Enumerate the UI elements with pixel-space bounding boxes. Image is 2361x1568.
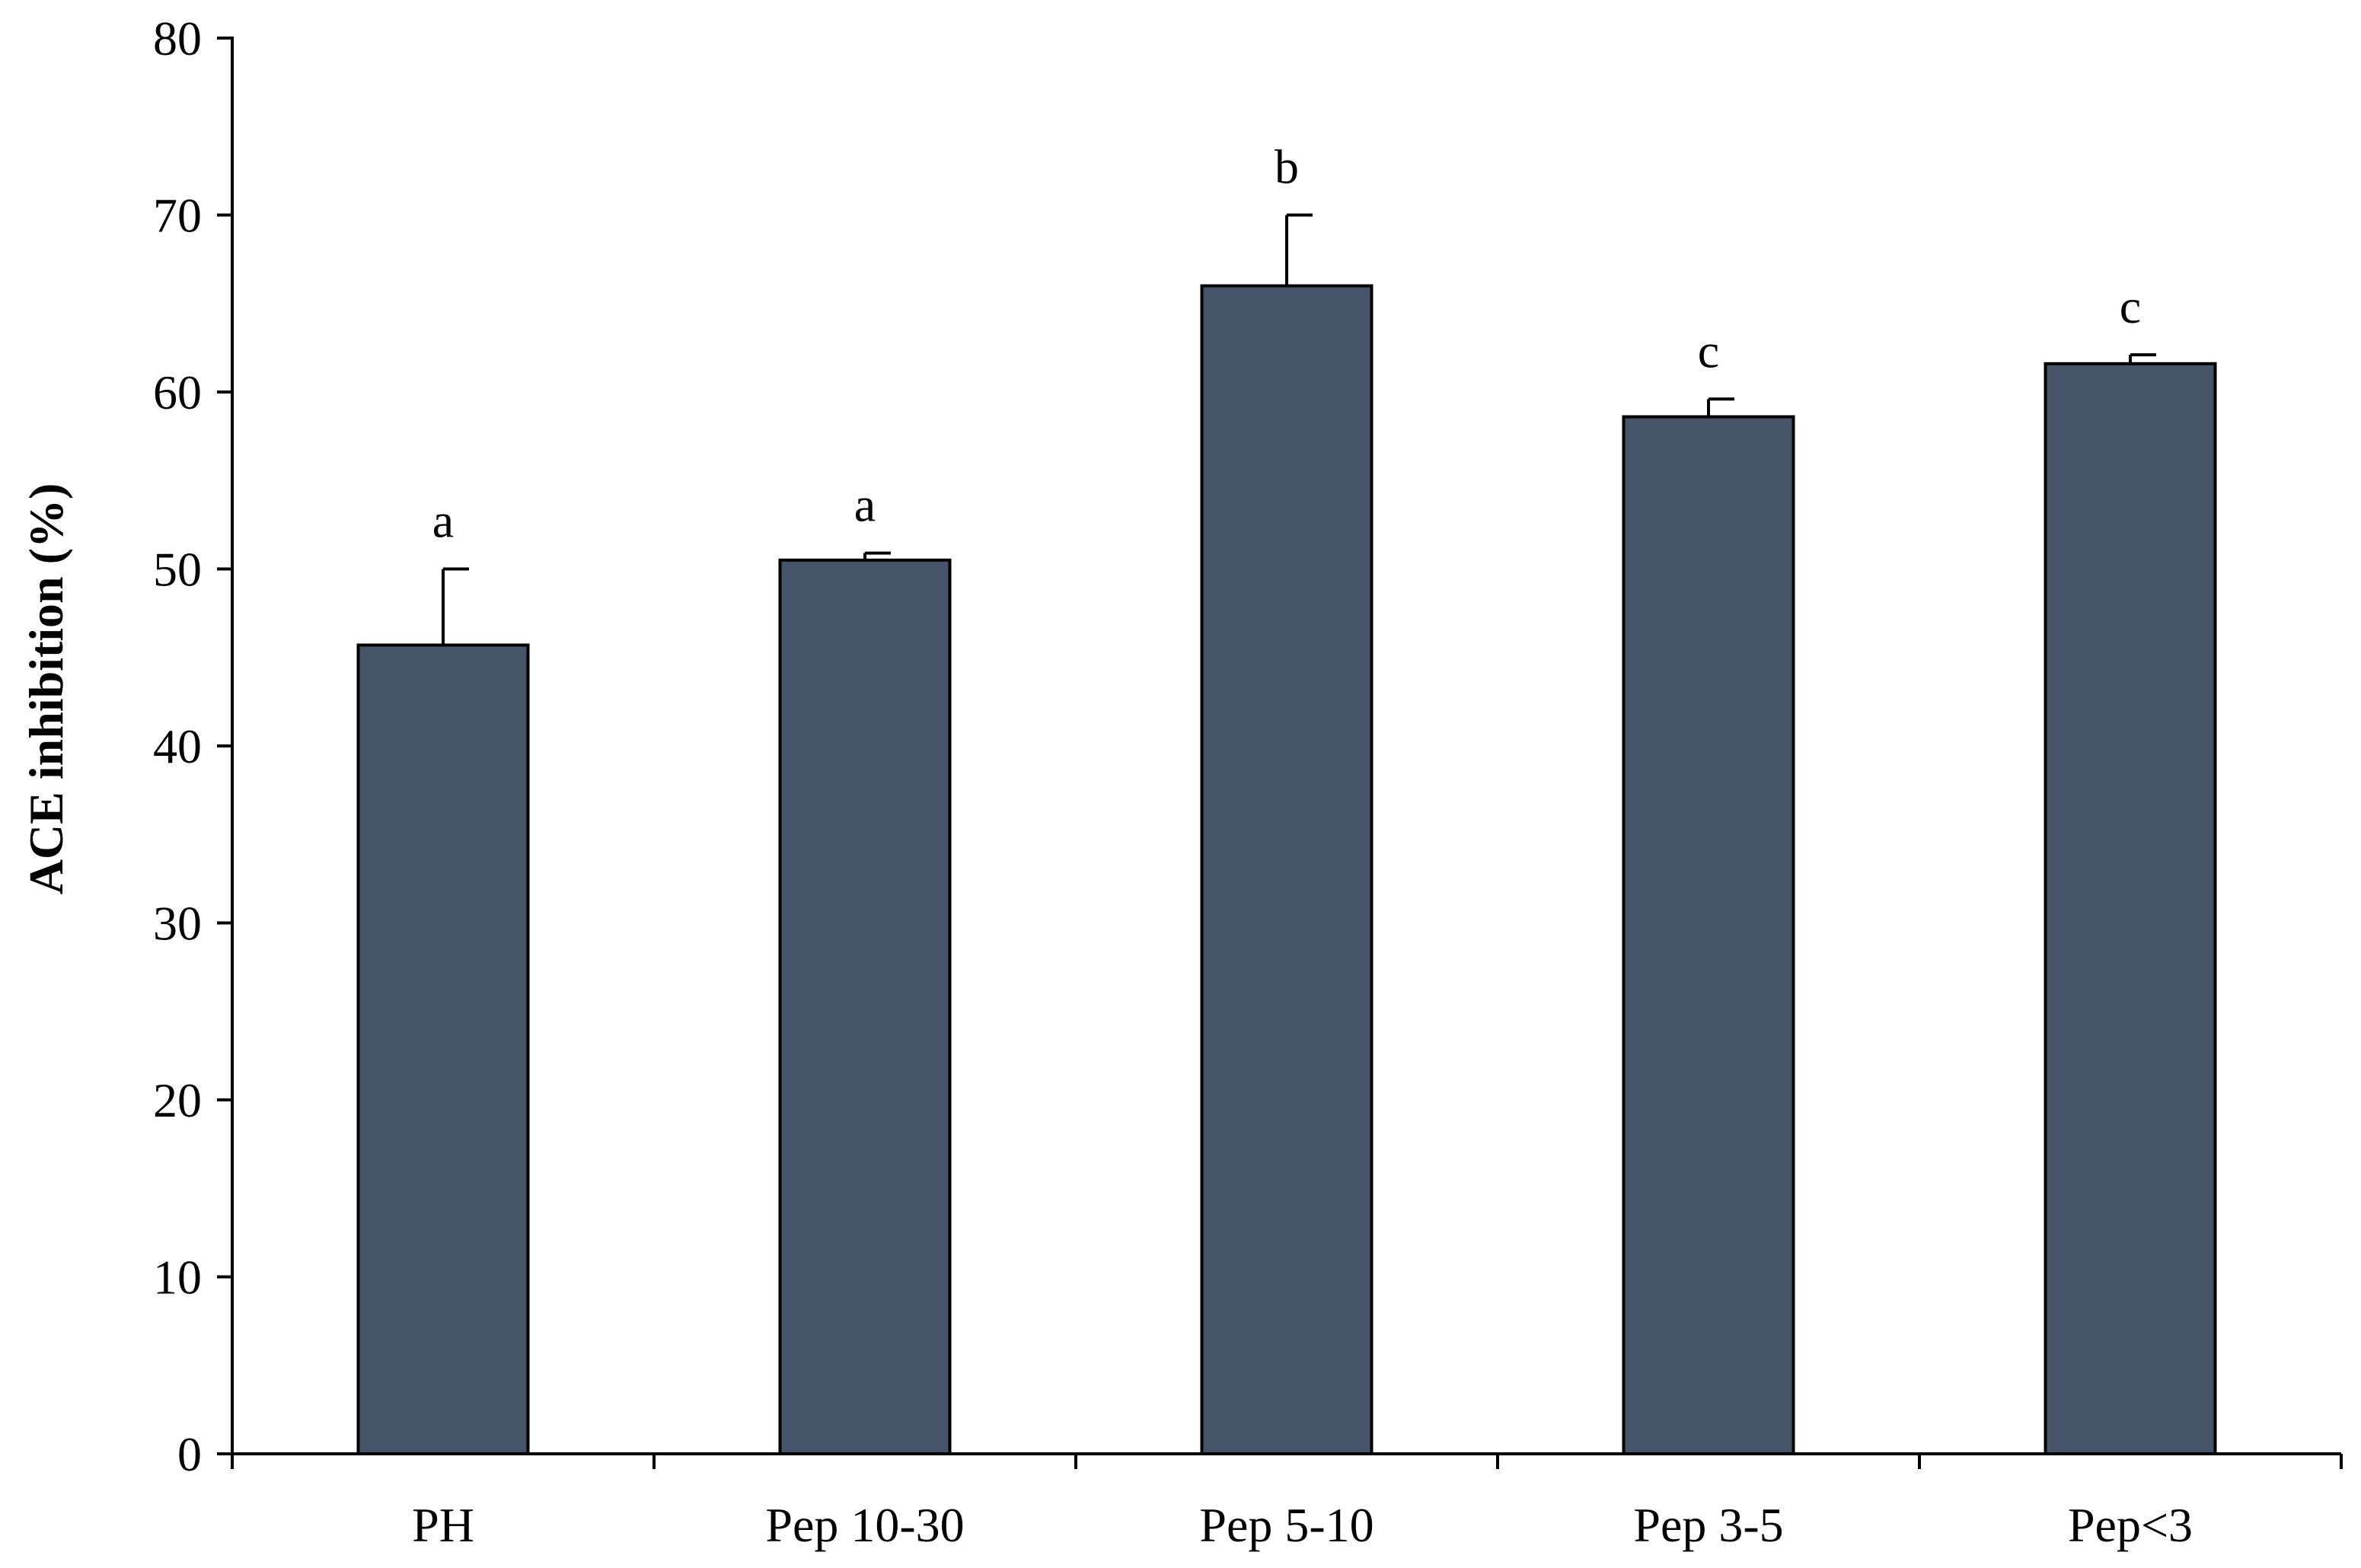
y-axis: 0 10 20 30 40 50 60 70 80 bbox=[153, 11, 234, 1481]
significance-label: c bbox=[1698, 323, 1719, 378]
y-tick-label: 20 bbox=[153, 1073, 202, 1127]
x-axis: PH Pep 10-30 Pep 5-10 Pep 3-5 Pep<3 bbox=[231, 1452, 2343, 1552]
significance-label: c bbox=[2120, 279, 2141, 333]
y-tick-label: 70 bbox=[153, 189, 202, 243]
x-category-label: Pep<3 bbox=[2068, 1498, 2193, 1552]
y-tick-label: 80 bbox=[153, 11, 202, 65]
y-tick-label: 50 bbox=[153, 543, 202, 597]
significance-label: a bbox=[854, 478, 876, 532]
y-tick-label: 30 bbox=[153, 897, 202, 951]
x-category-label: PH bbox=[412, 1498, 474, 1552]
x-category-label: Pep 10-30 bbox=[765, 1498, 964, 1552]
y-axis-title: ACE inhibition (%) bbox=[19, 483, 73, 895]
x-category-label: Pep 3-5 bbox=[1633, 1498, 1783, 1552]
significance-label: a bbox=[432, 494, 454, 548]
y-tick-label: 40 bbox=[153, 719, 202, 773]
bar bbox=[1622, 415, 1795, 1455]
bar bbox=[2044, 362, 2217, 1455]
bars: a a b c c bbox=[356, 140, 2217, 1455]
y-tick-label: 60 bbox=[153, 365, 202, 419]
bar bbox=[356, 643, 530, 1455]
y-tick-label: 10 bbox=[153, 1251, 202, 1305]
bar bbox=[778, 558, 952, 1455]
y-tick-label: 0 bbox=[177, 1427, 202, 1481]
x-category-label: Pep 5-10 bbox=[1199, 1498, 1374, 1552]
significance-label: b bbox=[1275, 140, 1299, 194]
bar bbox=[1200, 284, 1374, 1455]
